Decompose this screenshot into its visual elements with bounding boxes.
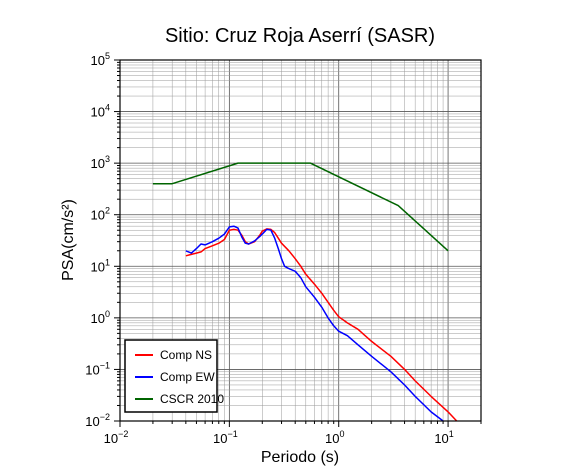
- x-axis-label: Periodo (s): [261, 449, 339, 466]
- ticks: 10−2 10−1 100 101 10−2 10−1 100 101 102 103 104 105: [85, 51, 482, 446]
- series-group: [152, 162, 458, 421]
- y-tick-label: 100: [91, 309, 110, 326]
- y-tick-label: 101: [91, 257, 110, 274]
- y-tick-label: 102: [91, 206, 110, 223]
- series-line-0: [185, 228, 458, 421]
- legend-label: Comp NS: [160, 348, 212, 362]
- series-line-2: [152, 162, 449, 252]
- y-tick-label: 104: [91, 103, 110, 120]
- legend-label: CSCR 2010: [160, 392, 224, 406]
- y-tick-label: 10−1: [85, 360, 110, 377]
- y-tick-label: 103: [91, 154, 110, 171]
- series-line-1: [185, 225, 444, 421]
- plot-frame: [119, 59, 482, 422]
- y-tick-label: 10−2: [85, 412, 110, 429]
- x-tick-label: 10−2: [104, 429, 129, 446]
- y-tick-label: 105: [91, 51, 110, 68]
- legend-label: Comp EW: [160, 370, 215, 384]
- x-tick-label: 101: [434, 429, 453, 446]
- y-axis-label: PSA(cm/s²): [60, 199, 77, 281]
- x-tick-label: 100: [325, 429, 344, 446]
- chart-title: Sitio: Cruz Roja Aserrí (SASR): [165, 25, 435, 47]
- x-tick-label: 10−1: [213, 429, 238, 446]
- legend: Comp NS Comp EW CSCR 2010: [124, 339, 224, 413]
